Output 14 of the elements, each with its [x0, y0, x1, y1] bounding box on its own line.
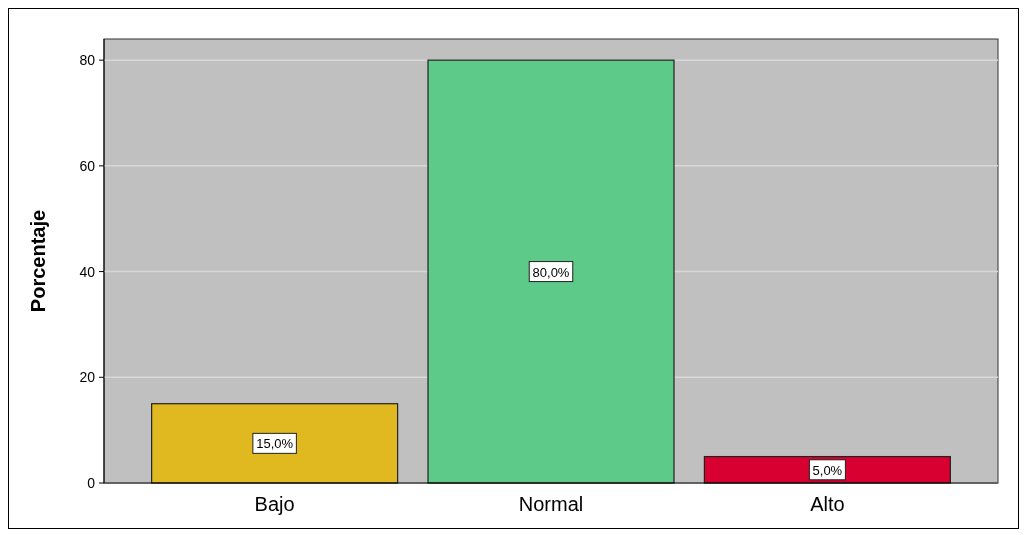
y-tick-label: 80: [79, 52, 96, 69]
y-tick-label: 0: [87, 475, 96, 491]
y-tick-label: 20: [79, 369, 96, 386]
x-tick-label: Bajo: [254, 493, 295, 515]
x-tick-label: Alto: [810, 493, 845, 515]
data-label: 80,0%: [532, 264, 570, 280]
x-tick-label: Normal: [518, 493, 584, 515]
bar: [427, 59, 675, 484]
bar: [151, 403, 399, 484]
data-label: 5,0%: [812, 462, 843, 478]
y-tick-label: 40: [79, 263, 96, 280]
y-axis-title: Porcentaje: [27, 209, 49, 313]
data-label: 15,0%: [256, 436, 294, 452]
y-tick-label: 60: [79, 157, 96, 174]
